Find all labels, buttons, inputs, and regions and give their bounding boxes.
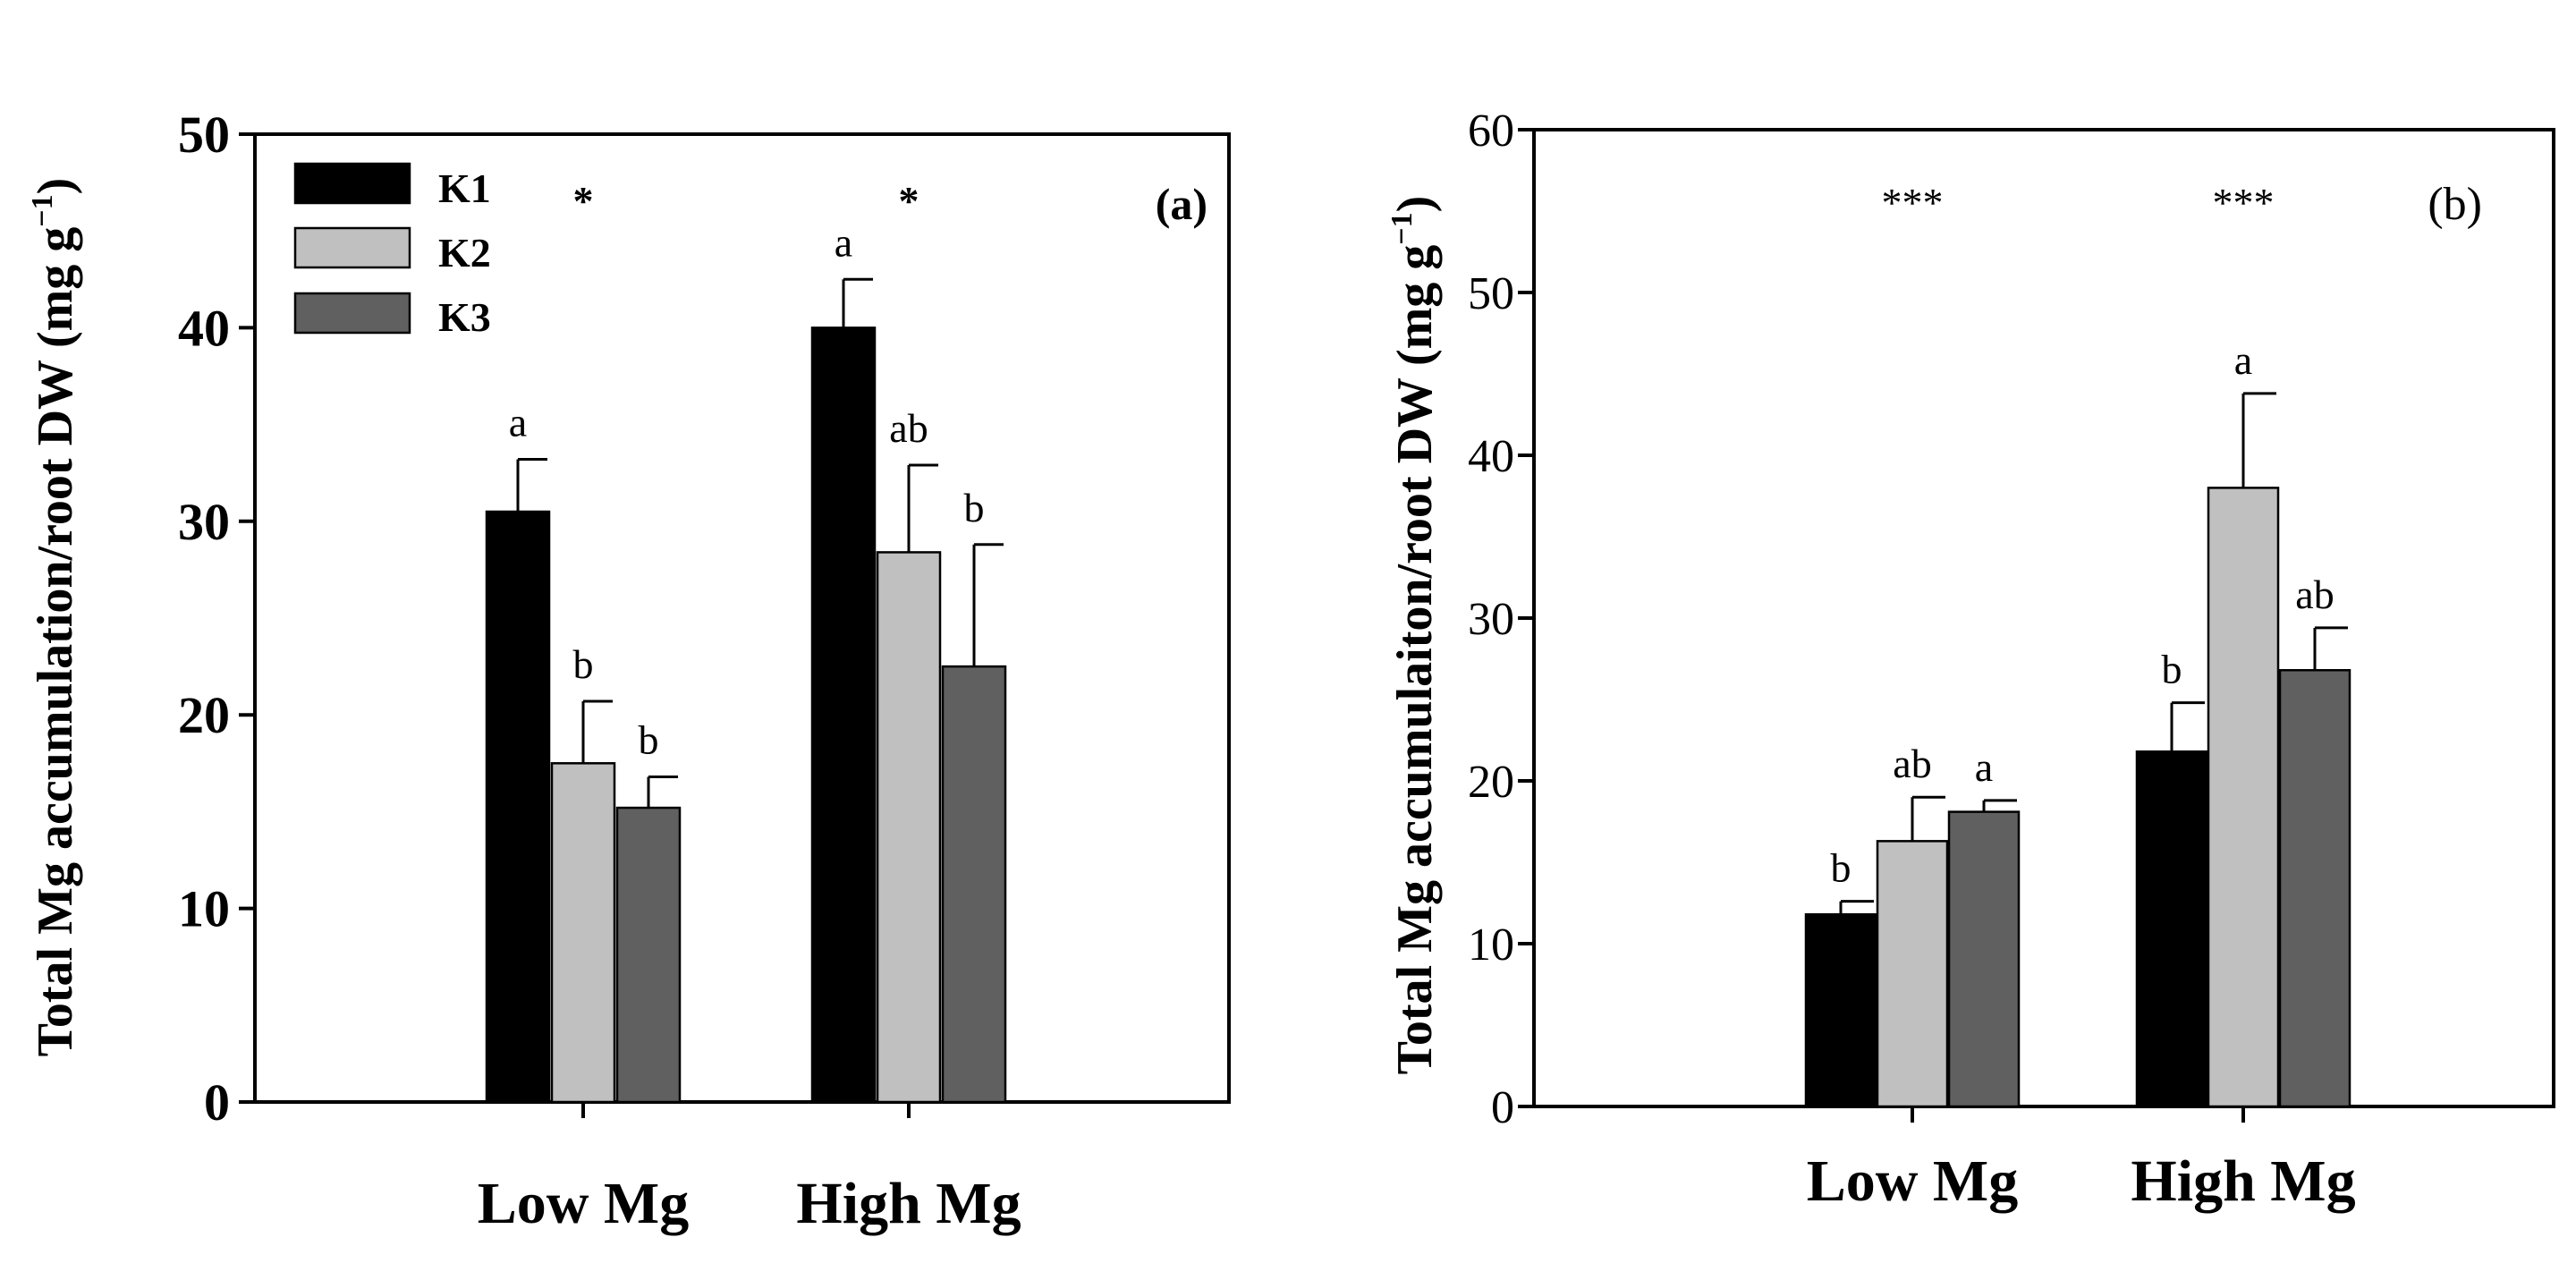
legend-label-k3: K3 (438, 294, 491, 340)
y-tick-label: 10 (1468, 920, 1514, 971)
significance-letter: ab (1893, 741, 1931, 786)
significance-letter: ab (889, 405, 928, 451)
y-axis-label-text: Total Mg accumulaiton/root DW (mg g (1387, 245, 1443, 1075)
significance-letter: b (639, 716, 659, 762)
bar-k1-low-mg (1804, 912, 1877, 1108)
bar-k3-low-mg (615, 806, 682, 1104)
y-tick-label: 30 (1468, 594, 1514, 645)
bar-k1-high-mg (810, 326, 877, 1104)
bar-k3-high-mg (2278, 668, 2351, 1108)
y-axis-label-close: ) (28, 178, 83, 195)
y-tick-label: 30 (178, 493, 230, 551)
x-category-label: High Mg (2131, 1149, 2355, 1214)
significance-letter: a (2234, 337, 2252, 383)
significance-letter: a (835, 219, 852, 265)
y-tick-label: 60 (1468, 106, 1514, 157)
bar-k3-low-mg (1947, 810, 2021, 1108)
significance-stars: * (573, 178, 594, 224)
y-tick-label: 20 (178, 686, 230, 744)
legend: K1 K2 K3 (293, 162, 491, 340)
significance-stars: * (899, 178, 919, 224)
legend-swatch-k1 (293, 162, 411, 205)
panel-label: (a) (1156, 179, 1208, 229)
x-category-label: Low Mg (478, 1171, 689, 1236)
y-tick-label: 50 (1468, 268, 1514, 319)
bar-k2-high-mg (876, 551, 942, 1104)
y-tick-label: 0 (204, 1073, 230, 1132)
y-axis-label-close: ) (1387, 196, 1443, 213)
significance-letter: b (573, 641, 594, 687)
legend-swatch-k2 (293, 226, 411, 269)
significance-letter: a (1975, 744, 1993, 790)
legend-label-k2: K2 (438, 230, 491, 275)
chart-panel-a: 0 10 20 30 40 50 Low Mg High Mg Total Mg accumul… (26, 106, 1231, 1236)
panel-label: (b) (2428, 179, 2482, 230)
significance-stars: *** (2213, 180, 2275, 225)
y-tick-label: 10 (178, 880, 230, 938)
significance-stars: *** (1882, 180, 1944, 225)
significance-letter: a (509, 400, 527, 445)
significance-letter: ab (2295, 572, 2334, 617)
y-axis-label-sup: −1 (26, 194, 59, 226)
y-tick-label: 40 (178, 299, 230, 357)
chart-panel-b: 0 10 20 30 40 50 60 Low Mg High Mg Total Mg accum… (1385, 106, 2555, 1214)
bar-k1-high-mg (2135, 750, 2208, 1108)
y-axis-label: Total Mg accumulation/root DW (mg g−1) (26, 178, 83, 1057)
significance-letter: b (1831, 845, 1852, 891)
y-axis-label: Total Mg accumulaiton/root DW (mg g−1) (1385, 196, 1443, 1075)
plot-frame (253, 132, 1231, 1104)
bar-k2-low-mg (550, 762, 616, 1104)
legend-swatch-k3 (293, 292, 411, 335)
y-axis-label-sup: −1 (1385, 212, 1419, 244)
significance-letter: b (964, 485, 985, 530)
y-tick-label: 50 (178, 106, 230, 164)
x-category-label: Low Mg (1807, 1149, 2018, 1214)
significance-letter: b (2162, 647, 2182, 692)
bar-k2-low-mg (1876, 840, 1949, 1108)
x-category-label: High Mg (796, 1171, 1021, 1236)
y-tick-label: 20 (1468, 757, 1514, 808)
y-tick-label: 40 (1468, 431, 1514, 482)
bar-k2-high-mg (2207, 487, 2280, 1108)
y-tick-label: 0 (1491, 1082, 1514, 1133)
plot-frame (1532, 128, 2555, 1108)
legend-label-k1: K1 (438, 165, 491, 211)
y-axis-label-text: Total Mg accumulation/root DW (mg g (28, 227, 83, 1057)
bar-k3-high-mg (941, 665, 1007, 1104)
bar-k1-low-mg (485, 510, 551, 1104)
